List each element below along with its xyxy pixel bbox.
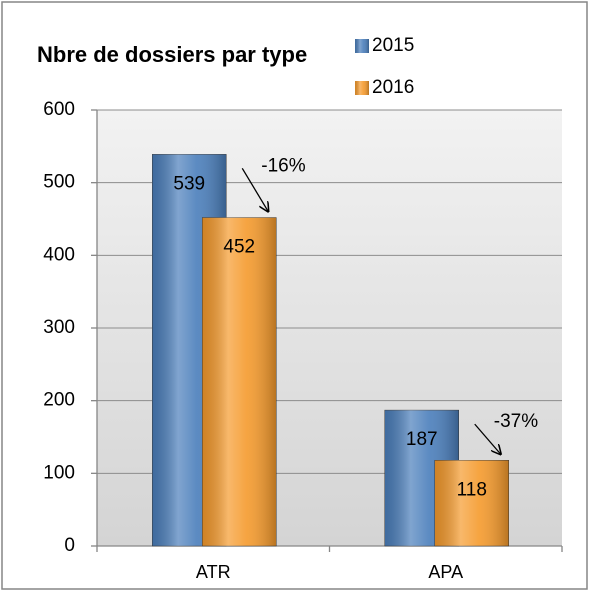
y-tick-label: 500 <box>43 172 75 193</box>
annotation: -37% <box>494 411 538 432</box>
legend-label: 2015 <box>372 35 414 56</box>
x-tick-label: ATR <box>196 562 231 582</box>
y-tick-label: 300 <box>43 317 75 338</box>
value-label: 452 <box>223 237 255 258</box>
chart-title: Nbre de dossiers par type <box>37 42 307 67</box>
legend-swatch-shine <box>355 39 369 53</box>
bar-shine <box>202 217 277 546</box>
value-label: 187 <box>406 429 438 450</box>
y-tick-label: 600 <box>43 99 75 120</box>
annotation-arrow <box>241 167 268 211</box>
legend-swatch-shine <box>355 81 369 95</box>
bar-shine <box>434 460 509 546</box>
y-tick-label: 200 <box>43 390 75 411</box>
y-tick-label: 400 <box>43 244 75 265</box>
legend-label: 2016 <box>372 77 414 98</box>
value-label: 539 <box>173 173 205 194</box>
annotation-arrow <box>474 423 501 454</box>
value-label: 118 <box>457 479 487 500</box>
y-tick-label: 100 <box>43 462 75 483</box>
y-tick-label: 0 <box>64 535 75 556</box>
annotation: -16% <box>261 155 305 176</box>
x-tick-label: APA <box>428 562 463 582</box>
